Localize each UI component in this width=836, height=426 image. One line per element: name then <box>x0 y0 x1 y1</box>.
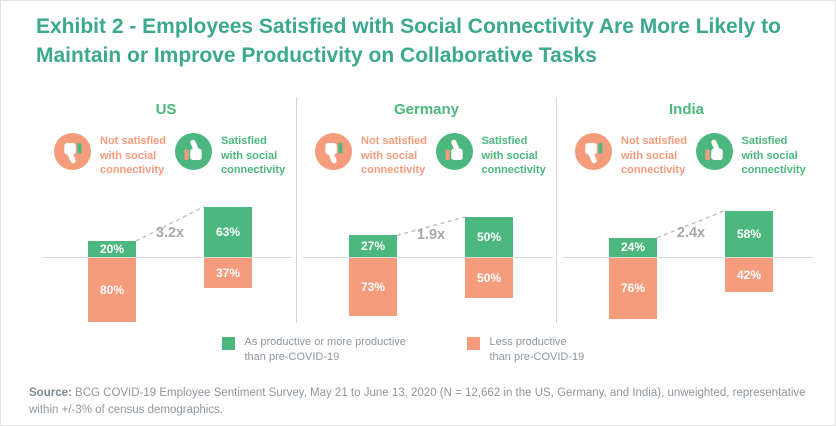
percent-label: 63% <box>215 224 241 239</box>
bar-satisfied-productive: 58% <box>725 210 773 257</box>
bar-satisfied-productive: 63% <box>204 206 252 257</box>
legend-line: Less productive <box>489 336 567 348</box>
percent-label: 27% <box>360 239 386 254</box>
bar-chart: 20% 80% 63% 37% 3.2x <box>36 191 296 323</box>
source-label: Source: <box>29 387 72 399</box>
source-text: BCG COVID-19 Employee Sentiment Survey, … <box>29 387 806 416</box>
bar-chart: 27% 73% 50% 50% 1.9x <box>297 191 556 323</box>
not-satisfied-key: Not satisfied with social connectivity <box>54 133 175 189</box>
bar-notsatisfied-productive: 27% <box>349 235 397 257</box>
country-title: India <box>668 101 704 118</box>
thumbs-up-icon <box>695 133 733 170</box>
baseline-axis <box>303 257 553 258</box>
satisfied-label: Satisfied with social connectivity <box>741 135 806 177</box>
legend-label: Less productive than pre-COVID-19 <box>490 335 585 366</box>
panel-germany: Germany Not satisfied with social connec… <box>296 97 556 323</box>
thumbs-down-icon <box>54 133 91 170</box>
percent-label: 73% <box>360 280 386 295</box>
exhibit-title: Exhibit 2 - Employees Satisfied with Soc… <box>36 15 781 67</box>
bar-notsatisfied-productive: 24% <box>609 237 657 257</box>
bar-notsatisfied-lessproductive: 76% <box>609 258 657 319</box>
thumbs-up-icon <box>435 133 473 170</box>
percent-label: 50% <box>476 271 502 285</box>
satisfied-key: Satisfied with social connectivity <box>435 133 557 189</box>
bar-notsatisfied-lessproductive: 73% <box>349 258 397 317</box>
bar-satisfied-productive: 50% <box>465 217 513 257</box>
baseline-axis <box>563 257 813 258</box>
series-legend: As productive or more productive than pre… <box>1 335 835 366</box>
country-title: Germany <box>393 101 460 118</box>
baseline-axis <box>42 257 292 258</box>
satisfied-key: Satisfied with social connectivity <box>695 133 817 189</box>
legend-label: As productive or more productive than pre… <box>245 335 406 366</box>
bar-chart: 24% 76% 58% 42% 2.4x <box>557 191 816 323</box>
not-satisfied-label: Not satisfied with social connectivity <box>361 135 428 177</box>
green-swatch-icon <box>221 337 235 350</box>
percent-label: 80% <box>99 283 125 297</box>
panel-key: Not satisfied with social connectivity S… <box>297 133 556 189</box>
percent-label: 20% <box>99 242 125 256</box>
percent-label: 50% <box>476 230 502 244</box>
thumbs-down-icon <box>315 133 352 170</box>
not-satisfied-key: Not satisfied with social connectivity <box>315 133 436 189</box>
percent-label: 24% <box>620 240 646 255</box>
panel-us: US Not satisfied with social connectivit… <box>36 97 296 323</box>
satisfied-label: Satisfied with social connectivity <box>221 135 286 177</box>
satisfied-key: Satisfied with social connectivity <box>175 133 296 189</box>
percent-label: 58% <box>736 226 762 241</box>
source-note: Source: BCG COVID-19 Employee Sentiment … <box>29 385 824 418</box>
thumbs-down-icon <box>575 133 612 170</box>
percent-label: 37% <box>215 265 241 280</box>
multiplier-label: 3.2x <box>155 224 185 241</box>
thumbs-up-icon <box>175 133 212 170</box>
bar-notsatisfied-productive: 20% <box>88 241 136 257</box>
percent-label: 42% <box>736 267 762 282</box>
bar-notsatisfied-lessproductive: 80% <box>88 258 136 322</box>
panel-india: India Not satisfied with social connecti… <box>556 97 816 323</box>
satisfied-label: Satisfied with social connectivity <box>481 135 546 177</box>
legend-item-less-productive: Less productive than pre-COVID-19 <box>466 335 617 366</box>
not-satisfied-label: Not satisfied with social connectivity <box>621 135 688 177</box>
country-panels: US Not satisfied with social connectivit… <box>36 97 816 323</box>
bar-satisfied-lessproductive: 50% <box>465 258 513 298</box>
not-satisfied-key: Not satisfied with social connectivity <box>575 133 696 189</box>
country-title: US <box>155 101 177 118</box>
legend-line: As productive or more productive <box>244 336 406 348</box>
legend-line: than pre-COVID-19 <box>244 351 340 364</box>
legend-line: than pre-COVID-19 <box>489 351 585 364</box>
not-satisfied-label: Not satisfied with social connectivity <box>100 135 167 177</box>
bar-satisfied-lessproductive: 42% <box>725 258 773 292</box>
multiplier-label: 1.9x <box>416 227 446 244</box>
salmon-swatch-icon <box>466 337 480 350</box>
multiplier-label: 2.4x <box>676 225 706 242</box>
panel-key: Not satisfied with social connectivity S… <box>557 133 816 189</box>
legend-item-productive: As productive or more productive than pre… <box>221 335 437 366</box>
bar-satisfied-lessproductive: 37% <box>204 258 252 288</box>
panel-key: Not satisfied with social connectivity S… <box>36 133 296 189</box>
percent-label: 76% <box>620 281 646 296</box>
